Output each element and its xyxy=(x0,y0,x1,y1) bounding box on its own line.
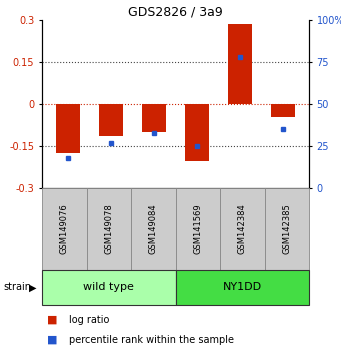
Text: GSM141569: GSM141569 xyxy=(193,204,202,254)
Bar xyxy=(176,188,220,270)
Text: strain: strain xyxy=(3,282,31,292)
Bar xyxy=(220,188,265,270)
Bar xyxy=(142,104,166,132)
Text: GSM142384: GSM142384 xyxy=(238,204,247,255)
Bar xyxy=(99,104,123,136)
Bar xyxy=(87,188,131,270)
Text: wild type: wild type xyxy=(83,282,134,292)
Text: ■: ■ xyxy=(47,335,58,345)
Bar xyxy=(271,104,295,116)
Bar xyxy=(56,104,80,153)
Text: GSM149078: GSM149078 xyxy=(104,204,113,255)
Text: percentile rank within the sample: percentile rank within the sample xyxy=(69,335,234,345)
Text: ■: ■ xyxy=(47,315,58,325)
Bar xyxy=(42,270,176,305)
Text: NY1DD: NY1DD xyxy=(223,282,262,292)
Text: GSM149076: GSM149076 xyxy=(60,204,69,255)
Bar xyxy=(185,104,209,161)
Title: GDS2826 / 3a9: GDS2826 / 3a9 xyxy=(128,6,223,19)
Bar xyxy=(176,270,309,305)
Bar xyxy=(42,188,87,270)
Text: GSM142385: GSM142385 xyxy=(282,204,291,255)
Bar xyxy=(228,24,252,104)
Text: ▶: ▶ xyxy=(29,282,36,292)
Bar xyxy=(265,188,309,270)
Text: log ratio: log ratio xyxy=(69,315,109,325)
Text: GSM149084: GSM149084 xyxy=(149,204,158,254)
Bar xyxy=(131,188,176,270)
